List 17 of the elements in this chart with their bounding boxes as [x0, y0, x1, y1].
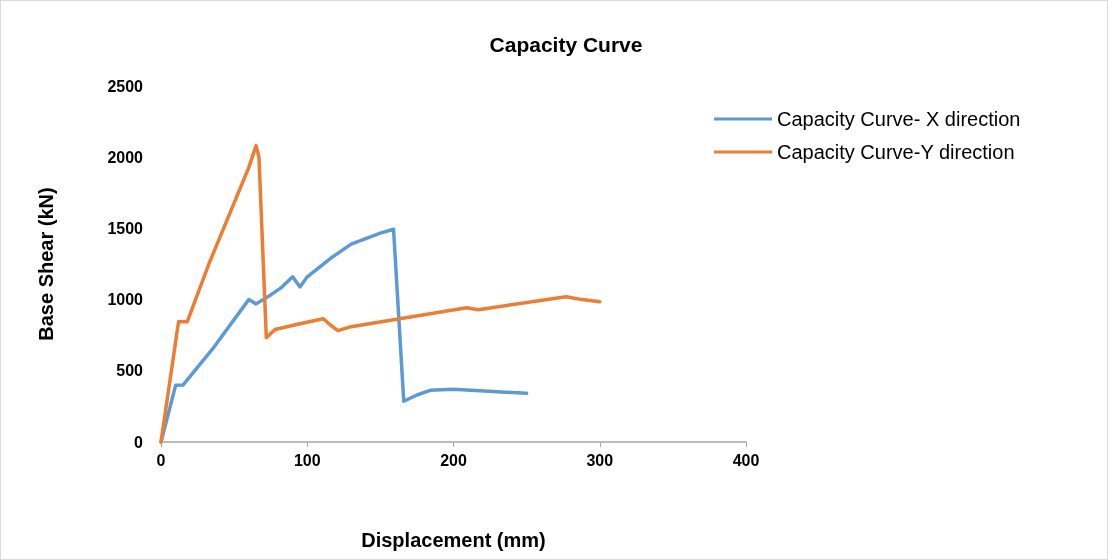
y-tick-label: 500: [116, 362, 144, 380]
y-axis-title: Base Shear (kN): [35, 187, 57, 341]
x-axis-title: Displacement (mm): [361, 529, 546, 551]
legend-label: Capacity Curve- X direction: [777, 108, 1021, 130]
x-tick-label: 100: [293, 451, 321, 469]
x-tick-label: 300: [586, 451, 614, 469]
y-tick-label: 0: [134, 433, 144, 451]
y-tick-label: 1500: [107, 219, 144, 237]
y-tick-label: 1000: [107, 291, 144, 309]
y-tick-label: 2500: [107, 77, 144, 95]
x-tick-label: 0: [156, 451, 166, 469]
x-tick-label: 400: [732, 451, 760, 469]
x-tick-label: 200: [440, 451, 467, 469]
y-tick-label: 2000: [107, 148, 144, 166]
legend-label: Capacity Curve-Y direction: [777, 141, 1015, 163]
line-series: [159, 143, 602, 444]
chart-title: Capacity Curve: [489, 33, 643, 56]
